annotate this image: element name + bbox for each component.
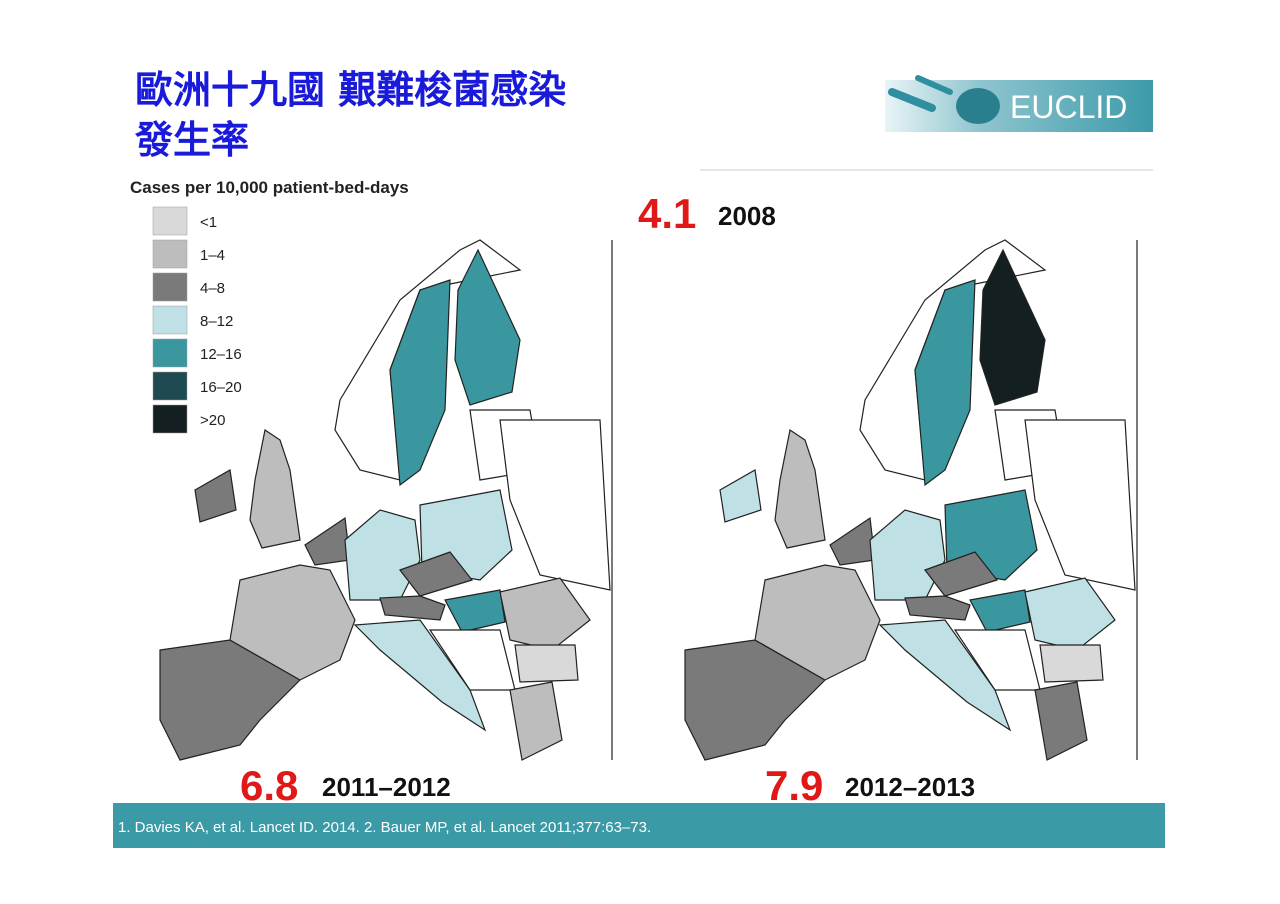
country — [754, 564, 881, 681]
logo-stroke — [888, 88, 936, 112]
country — [869, 509, 946, 601]
country — [719, 469, 762, 523]
rate-period: 2011–2012 — [322, 772, 451, 802]
country — [194, 469, 237, 523]
country — [514, 644, 579, 683]
legend-swatch — [152, 338, 188, 368]
rate-period: 2012–2013 — [845, 772, 975, 802]
legend-swatch — [152, 371, 188, 401]
rate-value: 4.1 — [638, 190, 696, 237]
logo-globe — [956, 88, 1000, 124]
country — [399, 551, 474, 597]
country — [1024, 577, 1116, 651]
country — [499, 419, 611, 591]
legend-swatch — [152, 404, 188, 434]
rate-value: 6.8 — [240, 762, 298, 809]
legend-label: 16–20 — [200, 379, 242, 396]
country — [969, 589, 1031, 633]
country — [924, 551, 999, 597]
country — [389, 279, 451, 487]
country — [454, 248, 521, 406]
legend-label: 1–4 — [200, 247, 225, 264]
legend-swatch — [152, 305, 188, 335]
country — [1039, 644, 1104, 683]
country — [499, 577, 591, 651]
country — [444, 589, 506, 633]
footer-bar — [113, 803, 1165, 848]
country — [249, 429, 301, 549]
legend-label: 4–8 — [200, 280, 225, 297]
country — [878, 619, 1012, 732]
country — [904, 595, 971, 621]
country — [914, 279, 976, 487]
country — [304, 516, 351, 566]
legend-label: 8–12 — [200, 313, 233, 330]
logo: EUCLID — [885, 75, 1153, 132]
country — [1034, 681, 1088, 761]
country — [774, 429, 826, 549]
country — [829, 516, 876, 566]
footer-text: 1. Davies KA, et al. Lancet ID. 2014. 2.… — [118, 819, 651, 836]
legend-swatch — [152, 239, 188, 269]
title-line: 歐洲十九國 艱難梭菌感染 — [135, 68, 566, 112]
logo-stroke — [915, 75, 953, 95]
legend-title: Cases per 10,000 patient-bed-days — [130, 178, 409, 197]
rate-period: 2008 — [718, 201, 776, 231]
rate-value: 7.9 — [765, 762, 823, 809]
country — [229, 564, 356, 681]
legend-swatch — [152, 206, 188, 236]
country — [1024, 419, 1136, 591]
legend-label: 12–16 — [200, 346, 242, 363]
legend-label: <1 — [200, 214, 217, 231]
country — [979, 248, 1046, 406]
legend-label: >20 — [200, 412, 225, 429]
title-line: 發生率 — [134, 118, 249, 162]
country — [379, 595, 446, 621]
country — [509, 681, 563, 761]
country — [353, 619, 487, 732]
country — [344, 509, 421, 601]
logo-text: EUCLID — [1010, 89, 1127, 125]
legend-swatch — [152, 272, 188, 302]
